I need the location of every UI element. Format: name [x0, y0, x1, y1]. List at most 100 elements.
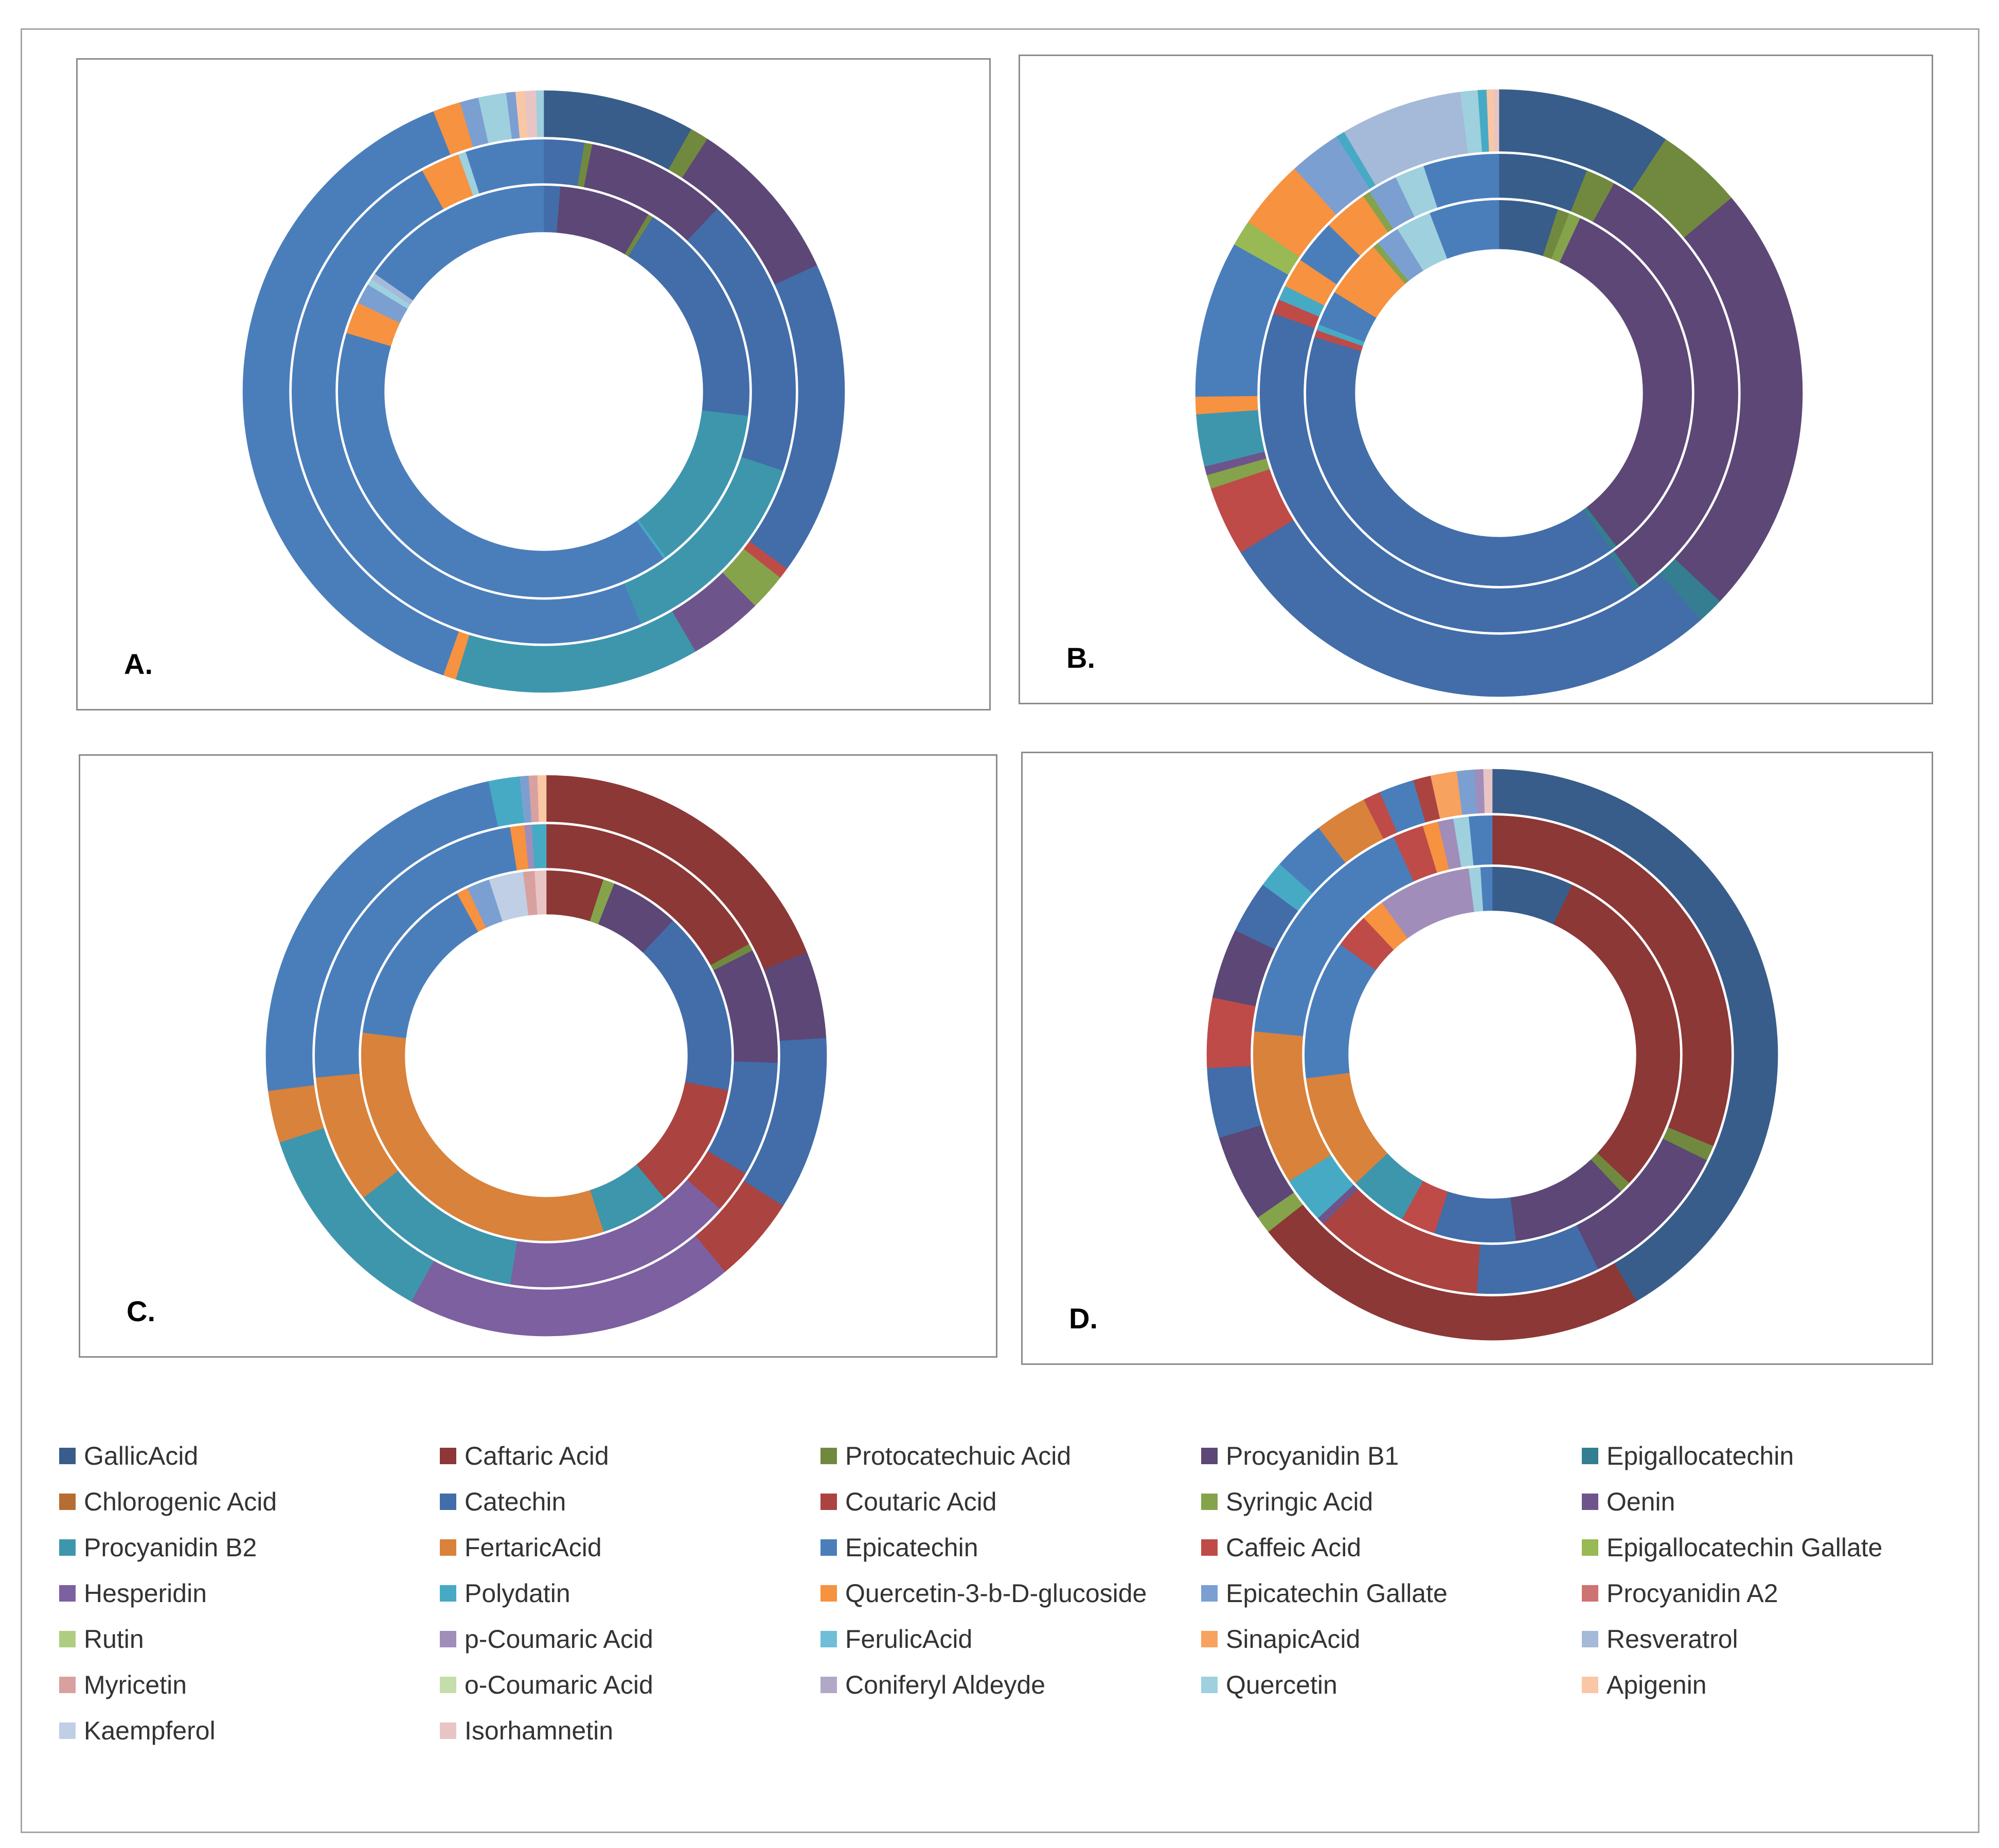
legend-item: Catechin: [440, 1486, 566, 1517]
donut-d-ring-separator-2: [1251, 813, 1734, 1296]
legend-swatch: [1582, 1631, 1598, 1647]
donut-b-ring-2-segment-3: [1593, 183, 1739, 587]
panel-label-c: C.: [127, 1295, 155, 1327]
legend-label: Hesperidin: [84, 1579, 207, 1608]
donut-b-ring-1-segment-14: [1430, 200, 1500, 259]
legend-label: Chlorogenic Acid: [84, 1487, 277, 1516]
legend-label: Apigenin: [1607, 1671, 1707, 1699]
legend-label: Quercetin-3-b-D-glucoside: [845, 1579, 1147, 1608]
legend-swatch: [1201, 1539, 1218, 1556]
panel-a: A.: [76, 58, 991, 710]
legend-swatch: [1582, 1539, 1598, 1556]
donut-a-ring-separator-1: [335, 183, 752, 600]
donut-b-ring-1-segment-6: [1306, 336, 1612, 587]
legend-label: Epigallocatechin Gallate: [1607, 1533, 1883, 1562]
donut-b-ring-separator-2: [1257, 151, 1741, 635]
legend-swatch: [1582, 1585, 1598, 1602]
legend-swatch: [820, 1677, 837, 1693]
legend-swatch: [820, 1539, 837, 1556]
legend-label: FertaricAcid: [465, 1533, 602, 1562]
legend-swatch: [440, 1722, 456, 1739]
legend-item: Procyanidin A2: [1582, 1578, 1778, 1609]
donut-d-ring-1-segment-5: [1434, 1191, 1516, 1243]
legend-label: Epicatechin Gallate: [1226, 1579, 1448, 1608]
legend-label: o-Coumaric Acid: [465, 1671, 653, 1699]
legend-label: Rutin: [84, 1625, 144, 1654]
donut-c-ring-1-segment-13: [534, 870, 547, 915]
legend-label: Caftaric Acid: [465, 1442, 609, 1470]
legend-item: Rutin: [59, 1624, 144, 1655]
legend-swatch: [59, 1677, 76, 1693]
legend-swatch: [820, 1631, 837, 1647]
donut-a-ring-1-segment-4: [628, 217, 750, 416]
donut-d-ring-3-segment-6: [1206, 997, 1256, 1069]
legend-label: Resveratrol: [1607, 1625, 1738, 1654]
legend-item: Resveratrol: [1582, 1624, 1738, 1655]
legend-swatch: [1582, 1677, 1598, 1693]
legend-label: GallicAcid: [84, 1442, 199, 1470]
legend-swatch: [440, 1448, 456, 1464]
legend-item: SinapicAcid: [1201, 1624, 1360, 1655]
legend-swatch: [820, 1494, 837, 1510]
donut-a-ring-3-segment-17: [536, 90, 544, 137]
legend-item: Chlorogenic Acid: [59, 1486, 277, 1517]
legend-label: Procyanidin A2: [1607, 1579, 1778, 1608]
legend-label: Procyanidin B2: [84, 1533, 257, 1562]
panel-label-d: D.: [1069, 1302, 1098, 1335]
legend-label: Epicatechin: [845, 1533, 978, 1562]
legend-swatch: [1582, 1494, 1598, 1510]
legend-item: GallicAcid: [59, 1441, 198, 1471]
legend-swatch: [440, 1585, 456, 1602]
legend-swatch: [440, 1494, 456, 1510]
legend-item: Hesperidin: [59, 1578, 207, 1609]
legend-item: Coniferyl Aldeyde: [820, 1669, 1045, 1700]
legend-label: p-Coumaric Acid: [465, 1625, 653, 1654]
legend-swatch: [820, 1585, 837, 1602]
legend-label: Oenin: [1607, 1487, 1675, 1516]
donut-b-ring-3-segment-5: [1240, 520, 1701, 697]
legend-label: Myricetin: [84, 1671, 187, 1699]
legend-item: Procyanidin B1: [1201, 1441, 1399, 1471]
legend-item: p-Coumaric Acid: [440, 1624, 653, 1655]
legend-item: Isorhamnetin: [440, 1715, 613, 1746]
legend-swatch: [1201, 1677, 1218, 1693]
donut-c-ring-3-segment-1: [546, 775, 808, 970]
legend-item: Caftaric Acid: [440, 1441, 609, 1471]
donut-a-ring-3-segment-10: [242, 111, 459, 676]
legend-swatch: [440, 1677, 456, 1693]
panel-label-a: A.: [124, 648, 153, 680]
donut-c-ring-separator-2: [312, 822, 780, 1290]
legend-swatch: [59, 1722, 76, 1739]
legend-swatch: [59, 1494, 76, 1510]
donut-d-ring-2-segment-14: [1469, 815, 1493, 866]
donut-d-ring-separator-1: [1302, 864, 1683, 1245]
legend-label: Kaempferol: [84, 1716, 216, 1745]
donut-c-ring-3-segment-8: [265, 781, 498, 1091]
legend-label: Polydatin: [465, 1579, 570, 1608]
legend-label: Syringic Acid: [1226, 1487, 1373, 1516]
legend-item: Quercetin-3-b-D-glucoside: [820, 1578, 1147, 1609]
legend-label: Isorhamnetin: [465, 1716, 614, 1745]
legend-item: Quercetin: [1201, 1669, 1337, 1700]
legend-label: Catechin: [465, 1487, 566, 1516]
donut-c-ring-separator-1: [359, 868, 734, 1243]
donut-chart-b: [1195, 89, 1803, 697]
legend-item: Epigallocatechin Gallate: [1582, 1532, 1882, 1563]
legend-swatch: [1201, 1494, 1218, 1510]
legend-item: Myricetin: [59, 1669, 187, 1700]
panel-b: B.: [1019, 55, 1933, 704]
legend-swatch: [1201, 1448, 1218, 1464]
legend-swatch: [820, 1448, 837, 1464]
legend-label: Protocatechuic Acid: [845, 1442, 1072, 1470]
donut-c-ring-2-segment-9: [314, 827, 517, 1078]
legend-item: Caffeic Acid: [1201, 1532, 1361, 1563]
donut-a-ring-2-segment-9: [466, 139, 544, 194]
legend-label: Coniferyl Aldeyde: [845, 1671, 1046, 1699]
legend-swatch: [59, 1539, 76, 1556]
legend-item: Oenin: [1582, 1486, 1675, 1517]
legend-label: Procyanidin B1: [1226, 1442, 1399, 1470]
panel-c: C.: [79, 754, 997, 1358]
legend-swatch: [440, 1631, 456, 1647]
legend-swatch: [440, 1539, 456, 1556]
donut-d-ring-1-segment-2: [1553, 884, 1681, 1184]
